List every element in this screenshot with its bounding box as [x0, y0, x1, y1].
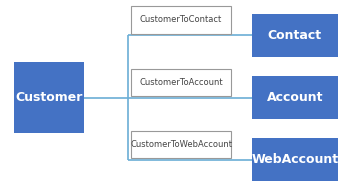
Text: CustomerToContact: CustomerToContact: [140, 15, 222, 24]
Text: Contact: Contact: [268, 29, 322, 42]
FancyBboxPatch shape: [131, 6, 231, 34]
Text: CustomerToAccount: CustomerToAccount: [139, 78, 223, 87]
Text: WebAccount: WebAccount: [251, 153, 338, 166]
FancyBboxPatch shape: [14, 62, 84, 133]
FancyBboxPatch shape: [252, 14, 338, 57]
FancyBboxPatch shape: [252, 138, 338, 181]
Text: CustomerToWebAccount: CustomerToWebAccount: [130, 140, 232, 149]
FancyBboxPatch shape: [252, 76, 338, 119]
Text: Account: Account: [267, 91, 323, 104]
Text: Customer: Customer: [15, 91, 83, 104]
FancyBboxPatch shape: [131, 131, 231, 158]
FancyBboxPatch shape: [131, 69, 231, 96]
